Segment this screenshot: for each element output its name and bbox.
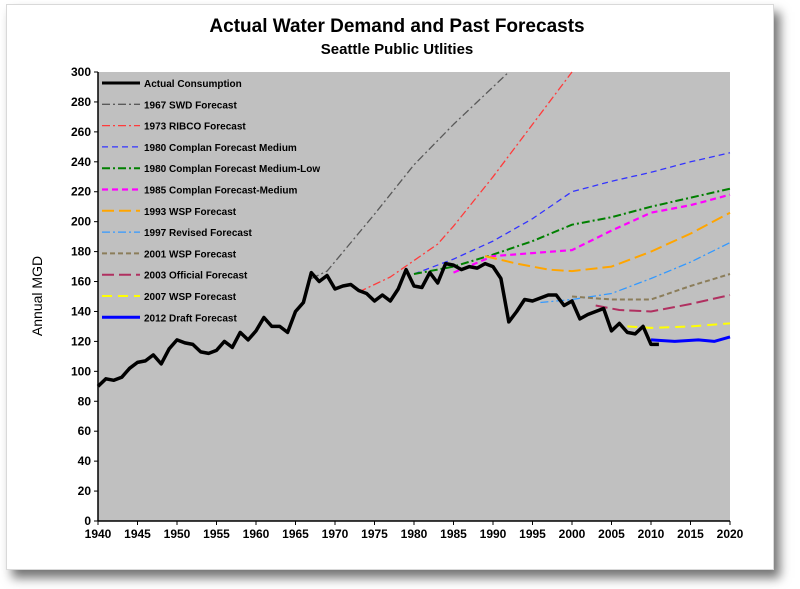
y-tick-label: 120 [71,334,91,348]
x-tick-label: 2000 [559,527,586,541]
legend-label-1997-revised-forecast: 1997 Revised Forecast [144,228,253,239]
x-tick-label: 1965 [282,527,309,541]
series-line-1973-ribco-forecast [358,71,573,293]
legend-label-actual-consumption: Actual Consumption [144,79,242,90]
x-tick-label: 2005 [598,527,625,541]
x-tick-label: 2015 [677,527,704,541]
x-tick-label: 1985 [440,527,467,541]
x-tick-label: 1945 [124,527,151,541]
x-tick-label: 2020 [717,527,744,541]
x-tick-label: 1940 [85,527,112,541]
series-line-1993-wsp-forecast [484,211,731,273]
series-line-1985-complan-forecast-medium [453,193,731,274]
x-tick-label: 1975 [361,527,388,541]
legend-label-1993-wsp-forecast: 1993 WSP Forecast [144,207,237,218]
legend-label-1980-complan-forecast-medium: 1980 Complan Forecast Medium [144,143,297,154]
x-tick-label: 2010 [638,527,665,541]
series-line-2003-official-forecast [595,294,731,313]
y-tick-label: 280 [71,95,91,109]
plot-area [98,72,730,521]
y-tick-label: 140 [71,304,91,318]
y-tick-label: 300 [71,65,91,79]
y-tick-label: 180 [71,245,91,259]
y-tick-label: 100 [71,364,91,378]
legend-label-1980-complan-forecast-medium-low: 1980 Complan Forecast Medium-Low [144,164,320,175]
series-line-1980-complan-forecast-medium-low [413,187,731,275]
legend-label-2007-wsp-forecast: 2007 WSP Forecast [144,292,237,303]
y-axis-label: Annual MGD [29,256,45,336]
chart-title: Actual Water Demand and Past Forecasts [209,16,584,37]
y-tick-label: 160 [71,275,91,289]
x-tick-label: 1955 [203,527,230,541]
y-tick-label: 220 [71,185,91,199]
series-line-actual-consumption [96,261,659,388]
legend-label-1967-swd-forecast: 1967 SWD Forecast [144,100,237,111]
chart-subtitle: Seattle Public Utlities [321,41,474,58]
series-line-2001-wsp-forecast [571,273,731,301]
series-line-2007-wsp-forecast [627,322,731,329]
y-tick-label: 60 [78,424,92,438]
legend-label-2003-official-forecast: 2003 Official Forecast [144,271,248,282]
legend-label-2001-wsp-forecast: 2001 WSP Forecast [144,249,237,260]
y-tick-label: 80 [78,394,92,408]
x-tick-label: 1970 [322,527,349,541]
series-line-2012-draft-forecast [650,335,731,343]
chart: Actual Water Demand and Past Forecasts S… [29,16,744,541]
x-tick-label: 1980 [401,527,428,541]
series-line-1997-revised-forecast [540,242,731,304]
chart-card: Actual Water Demand and Past Forecasts S… [6,4,774,570]
x-tick-label: 1990 [480,527,507,541]
series-line-1967-swd-forecast [311,71,510,280]
y-tick-label: 260 [71,125,91,139]
y-tick-label: 0 [84,514,91,528]
legend-label-2012-draft-forecast: 2012 Draft Forecast [144,313,237,324]
y-tick-label: 240 [71,155,91,169]
x-tick-label: 1950 [164,527,191,541]
y-tick-label: 200 [71,215,91,229]
y-tick-label: 40 [78,454,92,468]
x-tick-label: 1960 [243,527,270,541]
y-tick-label: 20 [78,484,92,498]
x-tick-label: 1995 [519,527,546,541]
legend-label-1973-ribco-forecast: 1973 RIBCO Forecast [144,122,246,133]
legend-label-1985-complan-forecast-medium: 1985 Complan Forecast-Medium [144,186,297,197]
